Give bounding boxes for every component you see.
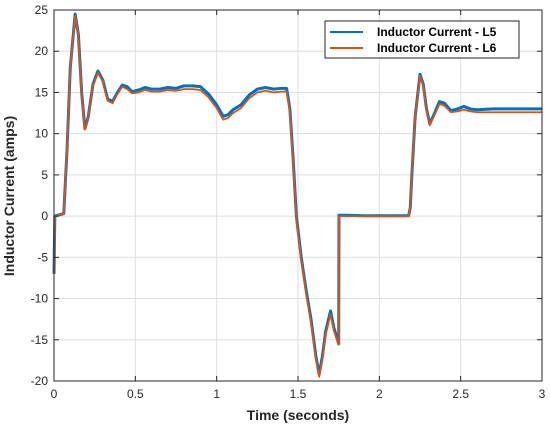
y-tick-label: -20 <box>31 374 49 388</box>
y-tick-label: 5 <box>41 168 48 182</box>
y-tick-label: -5 <box>37 250 48 264</box>
x-tick-label: 2 <box>376 387 383 401</box>
x-tick-label: 1.5 <box>290 387 307 401</box>
legend-box <box>324 20 520 59</box>
x-tick-label: 3 <box>539 387 546 401</box>
x-tick-label: 1 <box>213 387 220 401</box>
y-tick-label: 0 <box>41 209 48 223</box>
x-tick-label: 0 <box>51 387 58 401</box>
y-tick-label: -10 <box>31 292 49 306</box>
tick-labels: 0 0.5 1 1.5 2 2.5 3 -20 -15 -10 -5 0 5 10 15 20 25 <box>31 3 546 401</box>
y-tick-label: 15 <box>35 85 49 99</box>
y-tick-label: -15 <box>31 333 49 347</box>
legend-label-l5: Inductor Current - L5 <box>377 25 497 39</box>
y-axis-label: Inductor Current (amps) <box>1 116 17 276</box>
y-tick-label: 20 <box>35 44 49 58</box>
x-tick-label: 2.5 <box>452 387 469 401</box>
legend: Inductor Current - L5 Inductor Current -… <box>324 20 520 59</box>
series-layer <box>52 12 542 378</box>
series-line-l6 <box>53 14 542 378</box>
x-axis-label: Time (seconds) <box>247 407 349 423</box>
y-tick-label: 10 <box>35 127 49 141</box>
x-tick-label: 0.5 <box>127 387 144 401</box>
y-tick-label: 25 <box>35 3 49 17</box>
axis-ticks <box>53 9 543 382</box>
legend-label-l6: Inductor Current - L6 <box>377 41 497 55</box>
